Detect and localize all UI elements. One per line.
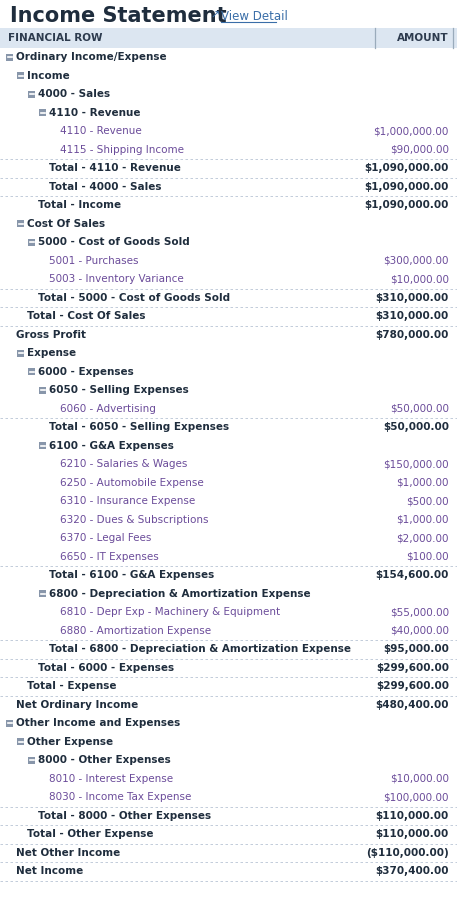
Text: Total - Cost Of Sales: Total - Cost Of Sales (27, 312, 145, 321)
Text: 5000 - Cost of Goods Sold: 5000 - Cost of Goods Sold (38, 237, 190, 247)
Text: AMOUNT: AMOUNT (398, 33, 449, 43)
Text: $40,000.00: $40,000.00 (390, 626, 449, 636)
Text: 4000 - Sales: 4000 - Sales (38, 89, 110, 100)
Text: $480,400.00: $480,400.00 (376, 700, 449, 709)
Text: $50,000.00: $50,000.00 (390, 404, 449, 414)
FancyBboxPatch shape (28, 91, 35, 98)
Text: 6320 - Dues & Subscriptions: 6320 - Dues & Subscriptions (60, 515, 208, 524)
Text: $300,000.00: $300,000.00 (383, 256, 449, 266)
Text: View Detail: View Detail (221, 10, 288, 22)
Text: Income Statement: Income Statement (10, 6, 227, 26)
FancyBboxPatch shape (6, 54, 13, 61)
Text: 6000 - Expenses: 6000 - Expenses (38, 366, 134, 377)
Text: Net Ordinary Income: Net Ordinary Income (16, 700, 138, 709)
Text: Total - 6100 - G&A Expenses: Total - 6100 - G&A Expenses (49, 570, 214, 580)
Text: 6310 - Insurance Expense: 6310 - Insurance Expense (60, 497, 195, 506)
Text: Net Other Income: Net Other Income (16, 848, 120, 858)
Text: 6210 - Salaries & Wages: 6210 - Salaries & Wages (60, 459, 187, 470)
Text: $1,000.00: $1,000.00 (397, 515, 449, 524)
Text: 6100 - G&A Expenses: 6100 - G&A Expenses (49, 441, 174, 451)
Text: 6370 - Legal Fees: 6370 - Legal Fees (60, 533, 151, 543)
Text: $110,000.00: $110,000.00 (376, 811, 449, 821)
FancyBboxPatch shape (17, 220, 24, 227)
Text: Gross Profit: Gross Profit (16, 330, 86, 339)
Text: Cost Of Sales: Cost Of Sales (27, 219, 105, 229)
Text: $1,090,000.00: $1,090,000.00 (365, 163, 449, 173)
Text: Total - 4000 - Sales: Total - 4000 - Sales (49, 181, 161, 192)
Text: $1,000.00: $1,000.00 (397, 478, 449, 488)
Text: $299,600.00: $299,600.00 (376, 663, 449, 673)
Text: 8010 - Interest Expense: 8010 - Interest Expense (49, 774, 173, 784)
Text: $500.00: $500.00 (406, 497, 449, 506)
FancyBboxPatch shape (0, 28, 457, 48)
Text: 6800 - Depreciation & Amortization Expense: 6800 - Depreciation & Amortization Expen… (49, 589, 311, 599)
Text: Total - 6000 - Expenses: Total - 6000 - Expenses (38, 663, 174, 673)
Text: 6650 - IT Expenses: 6650 - IT Expenses (60, 551, 159, 562)
Text: Total - Expense: Total - Expense (27, 682, 117, 691)
Text: $150,000.00: $150,000.00 (383, 459, 449, 470)
Text: 6060 - Advertising: 6060 - Advertising (60, 404, 156, 414)
FancyBboxPatch shape (28, 757, 35, 764)
Text: $95,000.00: $95,000.00 (383, 644, 449, 655)
Text: Other Expense: Other Expense (27, 736, 113, 747)
FancyBboxPatch shape (28, 239, 35, 246)
Text: $1,090,000.00: $1,090,000.00 (365, 181, 449, 192)
Text: 8000 - Other Expenses: 8000 - Other Expenses (38, 755, 171, 765)
Text: Total - Other Expense: Total - Other Expense (27, 829, 154, 840)
FancyBboxPatch shape (39, 110, 46, 116)
Text: 5003 - Inventory Variance: 5003 - Inventory Variance (49, 274, 184, 285)
Text: 6250 - Automobile Expense: 6250 - Automobile Expense (60, 478, 204, 488)
Text: ↗: ↗ (210, 11, 219, 21)
Text: $299,600.00: $299,600.00 (376, 682, 449, 691)
Text: 5001 - Purchases: 5001 - Purchases (49, 256, 138, 266)
Text: Total - 5000 - Cost of Goods Sold: Total - 5000 - Cost of Goods Sold (38, 293, 230, 303)
Text: $310,000.00: $310,000.00 (376, 293, 449, 303)
Text: Net Income: Net Income (16, 867, 83, 876)
Text: 6050 - Selling Expenses: 6050 - Selling Expenses (49, 385, 189, 395)
FancyBboxPatch shape (17, 738, 24, 745)
Text: $50,000.00: $50,000.00 (383, 422, 449, 432)
FancyBboxPatch shape (6, 720, 13, 726)
Text: Total - 6050 - Selling Expenses: Total - 6050 - Selling Expenses (49, 422, 229, 432)
Text: $55,000.00: $55,000.00 (390, 607, 449, 617)
Text: 6880 - Amortization Expense: 6880 - Amortization Expense (60, 626, 211, 636)
Text: $310,000.00: $310,000.00 (376, 312, 449, 321)
Text: Total - 4110 - Revenue: Total - 4110 - Revenue (49, 163, 181, 173)
Text: $2,000.00: $2,000.00 (397, 533, 449, 543)
FancyBboxPatch shape (17, 72, 24, 79)
Text: $1,090,000.00: $1,090,000.00 (365, 200, 449, 210)
Text: ($110,000.00): ($110,000.00) (366, 848, 449, 858)
Text: Ordinary Income/Expense: Ordinary Income/Expense (16, 52, 167, 62)
FancyBboxPatch shape (17, 349, 24, 357)
Text: 4110 - Revenue: 4110 - Revenue (49, 108, 140, 118)
Text: Income: Income (27, 71, 70, 81)
Text: $100.00: $100.00 (406, 551, 449, 562)
FancyBboxPatch shape (28, 368, 35, 375)
Text: 8030 - Income Tax Expense: 8030 - Income Tax Expense (49, 792, 191, 802)
Text: 4115 - Shipping Income: 4115 - Shipping Income (60, 145, 184, 154)
Text: 4110 - Revenue: 4110 - Revenue (60, 127, 142, 136)
Text: 6810 - Depr Exp - Machinery & Equipment: 6810 - Depr Exp - Machinery & Equipment (60, 607, 280, 617)
Text: $370,400.00: $370,400.00 (376, 867, 449, 876)
Text: $110,000.00: $110,000.00 (376, 829, 449, 840)
FancyBboxPatch shape (39, 442, 46, 449)
Text: $154,600.00: $154,600.00 (376, 570, 449, 580)
Text: $10,000.00: $10,000.00 (390, 274, 449, 285)
Text: Total - 8000 - Other Expenses: Total - 8000 - Other Expenses (38, 811, 211, 821)
Text: FINANCIAL ROW: FINANCIAL ROW (8, 33, 102, 43)
Text: $100,000.00: $100,000.00 (383, 792, 449, 802)
Text: $1,000,000.00: $1,000,000.00 (374, 127, 449, 136)
Text: Total - 6800 - Depreciation & Amortization Expense: Total - 6800 - Depreciation & Amortizati… (49, 644, 351, 655)
FancyBboxPatch shape (39, 387, 46, 393)
Text: $10,000.00: $10,000.00 (390, 774, 449, 784)
FancyBboxPatch shape (39, 590, 46, 597)
Text: $90,000.00: $90,000.00 (390, 145, 449, 154)
Text: $780,000.00: $780,000.00 (376, 330, 449, 339)
Text: Total - Income: Total - Income (38, 200, 121, 210)
Text: Other Income and Expenses: Other Income and Expenses (16, 718, 180, 728)
Text: Expense: Expense (27, 348, 76, 358)
